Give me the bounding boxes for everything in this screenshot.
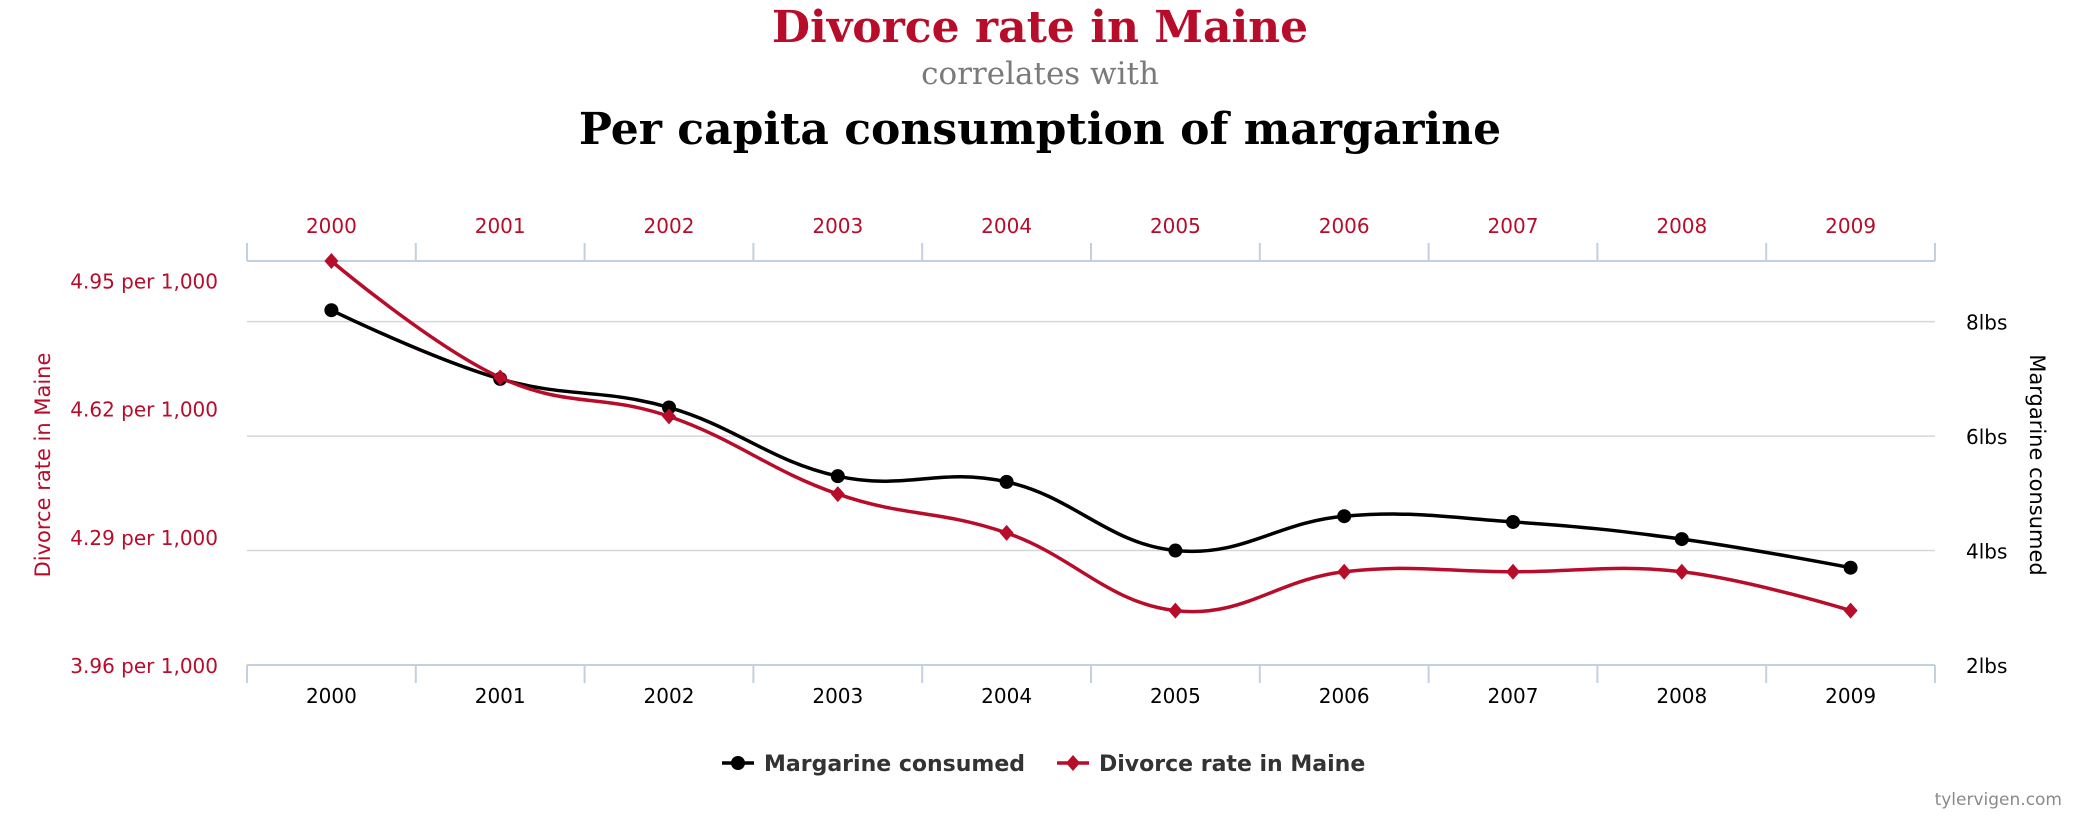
data-point-diamond bbox=[1506, 563, 1520, 580]
data-point-diamond bbox=[662, 408, 676, 425]
x-tick-label-top: 2005 bbox=[1150, 214, 1201, 238]
data-point-diamond bbox=[830, 486, 845, 503]
data-point-diamond bbox=[1674, 563, 1689, 580]
left-axis-title: Divorce rate in Maine bbox=[31, 353, 55, 578]
data-point-circle bbox=[1506, 514, 1520, 529]
data-point-circle bbox=[999, 474, 1014, 489]
x-tick-label-bottom: 2005 bbox=[1150, 684, 1201, 708]
x-tick-label-top: 2001 bbox=[475, 214, 526, 238]
chart-title-secondary: Per capita consumption of margarine bbox=[578, 104, 1502, 155]
data-point-circle bbox=[324, 303, 339, 318]
legend-label: Divorce rate in Maine bbox=[1099, 752, 1365, 777]
x-tick-label-top: 2007 bbox=[1488, 214, 1539, 238]
data-point-circle bbox=[1168, 543, 1183, 558]
right-tick-label: 2lbs bbox=[1966, 654, 2007, 678]
legend-circle-icon bbox=[731, 756, 745, 770]
x-tick-label-top: 2009 bbox=[1825, 214, 1876, 238]
series-line bbox=[330, 308, 1851, 570]
x-tick-label-top: 2002 bbox=[644, 214, 695, 238]
x-tick-label-bottom: 2004 bbox=[981, 684, 1032, 708]
data-point-diamond bbox=[1168, 602, 1183, 619]
right-tick-label: 8lbs bbox=[1966, 311, 2007, 335]
x-tick-label-bottom: 2003 bbox=[812, 684, 863, 708]
data-point-circle bbox=[662, 400, 676, 415]
legend-label: Margarine consumed bbox=[764, 752, 1025, 777]
x-tick-label-top: 2008 bbox=[1656, 214, 1707, 238]
data-point-diamond bbox=[999, 524, 1014, 541]
x-tick-label-top: 2006 bbox=[1319, 214, 1370, 238]
x-tick-label-bottom: 2001 bbox=[475, 684, 526, 708]
x-tick-label-bottom: 2007 bbox=[1488, 684, 1539, 708]
series-line bbox=[330, 259, 1852, 614]
data-point-circle bbox=[1674, 532, 1689, 547]
right-tick-label: 4lbs bbox=[1966, 540, 2007, 564]
x-tick-label-top: 2000 bbox=[306, 214, 357, 238]
legend-diamond-icon bbox=[1066, 755, 1080, 771]
chart-title: Divorce rate in Maine bbox=[771, 2, 1309, 53]
data-point-circle bbox=[1337, 509, 1352, 524]
right-axis-title: Margarine consumed bbox=[2025, 354, 2049, 575]
x-tick-label-bottom: 2009 bbox=[1825, 684, 1876, 708]
left-tick-label: 4.95 per 1,000 bbox=[70, 269, 218, 293]
x-tick-label-bottom: 2002 bbox=[644, 684, 695, 708]
x-tick-label-bottom: 2006 bbox=[1319, 684, 1370, 708]
x-tick-label-top: 2004 bbox=[981, 214, 1032, 238]
data-point-diamond bbox=[1843, 602, 1858, 619]
data-point-circle bbox=[1843, 560, 1858, 575]
x-tick-label-bottom: 2008 bbox=[1656, 684, 1707, 708]
watermark: tylervigen.com bbox=[1934, 790, 2062, 810]
right-tick-label: 6lbs bbox=[1966, 425, 2007, 449]
data-point-diamond bbox=[493, 369, 508, 386]
left-tick-label: 3.96 per 1,000 bbox=[70, 654, 218, 678]
chart-subtitle: correlates with bbox=[921, 56, 1159, 92]
data-point-circle bbox=[830, 469, 845, 484]
x-tick-label-top: 2003 bbox=[812, 214, 863, 238]
data-point-diamond bbox=[324, 253, 339, 269]
data-point-diamond bbox=[1337, 563, 1352, 580]
x-tick-label-bottom: 2000 bbox=[306, 684, 357, 708]
left-tick-label: 4.62 per 1,000 bbox=[70, 398, 218, 422]
left-tick-label: 4.29 per 1,000 bbox=[70, 526, 218, 550]
